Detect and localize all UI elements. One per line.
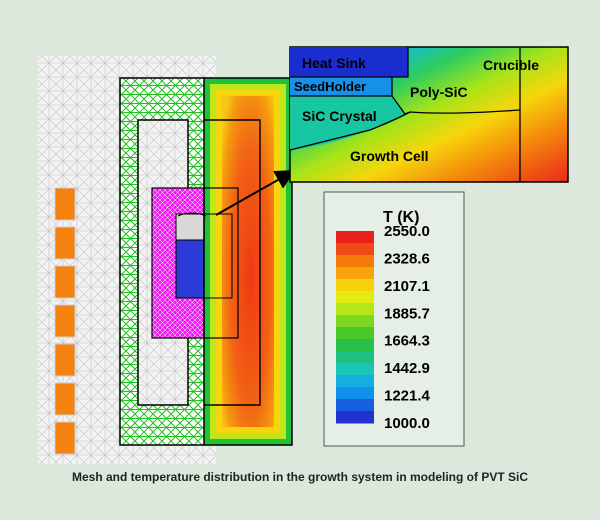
legend-swatch: [336, 375, 374, 388]
label-seed-holder: SeedHolder: [294, 79, 366, 94]
legend-ticks: 2550.0 2328.6 2107.1 1885.7 1664.3 1442.9 1221…: [384, 223, 431, 432]
legend-tick-label: 2550.0: [384, 223, 430, 240]
seed-holder-region: [290, 77, 392, 96]
label-sic-crystal: SiC Crystal: [302, 108, 377, 124]
label-crucible: Crucible: [483, 57, 539, 73]
legend-swatch: [336, 411, 374, 424]
legend-swatch: [336, 303, 374, 316]
legend-swatch: [336, 351, 374, 364]
legend-swatch: [336, 243, 374, 256]
inset-boundaries: [290, 47, 521, 182]
label-growth-cell: Growth Cell: [350, 148, 429, 164]
mesh-panel: [38, 56, 216, 464]
legend-tick-label: 1885.7: [384, 305, 430, 322]
legend-swatch: [336, 267, 374, 280]
legend-swatch: [336, 387, 374, 400]
legend-swatch: [336, 291, 374, 304]
legend-swatch: [336, 327, 374, 340]
legend-swatch: [336, 255, 374, 268]
heater-coils: [54, 187, 76, 455]
legend-swatch: [336, 231, 374, 244]
inset-zoom: Heat Sink Crucible SeedHolder Poly-SiC S…: [289, 46, 569, 183]
legend-swatch: [336, 363, 374, 376]
color-legend: T (K) 2550.0 2328.6 2107.1 1885.7 1664.3 1442…: [323, 191, 465, 447]
field-core-hot: [222, 96, 274, 427]
legend-title: T (K): [383, 209, 419, 226]
powder-mesh: [175, 239, 207, 299]
legend-tick-label: 2328.6: [384, 250, 430, 267]
temperature-field: [177, 77, 293, 446]
legend-swatch: [336, 399, 374, 412]
legend-colorbar: [336, 231, 374, 424]
legend-swatch: [336, 339, 374, 352]
legend-tick-label: 1442.9: [384, 360, 430, 377]
label-poly-sic: Poly-SiC: [410, 84, 468, 100]
figure-caption: Mesh and temperature distribution in the…: [71, 470, 529, 484]
cavity-mesh: [175, 213, 207, 241]
sic-crystal-region: [290, 96, 405, 150]
legend-swatch: [336, 315, 374, 328]
label-heat-sink: Heat Sink: [302, 55, 366, 71]
legend-swatch: [336, 279, 374, 292]
legend-tick-label: 1221.4: [384, 388, 431, 405]
legend-tick-label: 2107.1: [384, 278, 430, 295]
zoom-arrow: [215, 170, 296, 216]
legend-tick-label: 1000.0: [384, 415, 430, 432]
heat-sink-region: [290, 47, 408, 77]
legend-tick-label: 1664.3: [384, 333, 430, 350]
